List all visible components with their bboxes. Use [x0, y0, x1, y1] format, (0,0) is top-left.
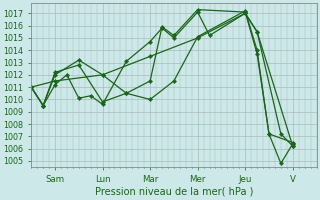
- X-axis label: Pression niveau de la mer( hPa ): Pression niveau de la mer( hPa ): [95, 187, 253, 197]
